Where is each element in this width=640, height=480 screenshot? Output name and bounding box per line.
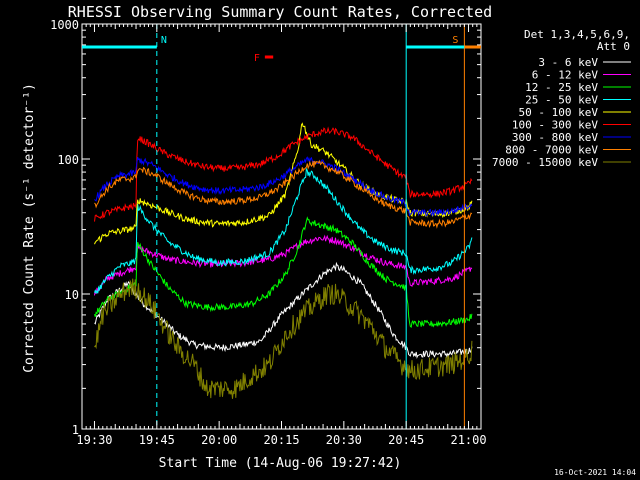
x-axis: 19:30 19:45 20:00 20:15 20:30 20:45 21:00 — [76, 24, 487, 447]
x-tick-label-4: 20:15 — [263, 433, 299, 447]
x-tick-label-7: 21:00 — [450, 433, 486, 447]
legend-label-9: 7000 - 15000 keV — [492, 156, 598, 169]
series-line-9 — [94, 278, 473, 399]
x-tick-label-5: 20:30 — [326, 433, 362, 447]
y-tick-label-4: 1000 — [50, 18, 79, 32]
series-line-2 — [94, 234, 473, 296]
series-line-8 — [94, 159, 473, 229]
legend-header-line-2: Att 0 — [597, 40, 630, 53]
y-axis-label: Corrected Count Rate (s⁻¹ detector⁻¹) — [22, 83, 37, 373]
marker-layer — [82, 24, 481, 429]
x-tick-label-3: 20:00 — [201, 433, 237, 447]
legend-label-6: 100 - 300 keV — [512, 119, 598, 132]
x-tick-label-6: 20:45 — [388, 433, 424, 447]
flag-label-4: S — [452, 35, 458, 46]
y-tick-label-3: 100 — [57, 153, 79, 167]
legend-header-line-1: Det 1,3,4,5,6,9, — [524, 28, 630, 41]
legend-label-1: 3 - 6 keV — [538, 56, 598, 69]
footer-timestamp: 16-Oct-2021 14:04 — [554, 468, 636, 477]
series-line-4 — [94, 167, 473, 295]
series-line-6 — [94, 126, 473, 222]
legend-label-7: 300 - 800 keV — [512, 131, 598, 144]
flag-label-1: N — [161, 35, 167, 46]
y-axis: 1 10 100 1000 — [50, 18, 481, 437]
legend-label-2: 6 - 12 keV — [532, 69, 599, 82]
x-tick-label-2: 19:45 — [139, 433, 175, 447]
legend-label-4: 25 - 50 keV — [525, 94, 598, 107]
legend-label-5: 50 - 100 keV — [519, 106, 599, 119]
x-tick-label-1: 19:30 — [76, 433, 112, 447]
chart-title: RHESSI Observing Summary Count Rates, Co… — [68, 3, 492, 21]
flag-label-3: F — [254, 53, 260, 64]
series-line-3 — [94, 216, 473, 329]
legend-label-8: 800 - 7000 keV — [505, 144, 598, 157]
series-layer — [94, 122, 473, 399]
flag-bars: N F S — [82, 35, 481, 64]
series-line-7 — [94, 156, 473, 217]
y-tick-label-1: 1 — [72, 423, 79, 437]
legend-label-3: 12 - 25 keV — [525, 81, 598, 94]
y-tick-label-2: 10 — [65, 288, 79, 302]
x-axis-label: Start Time (14-Aug-06 19:27:42) — [159, 456, 402, 471]
